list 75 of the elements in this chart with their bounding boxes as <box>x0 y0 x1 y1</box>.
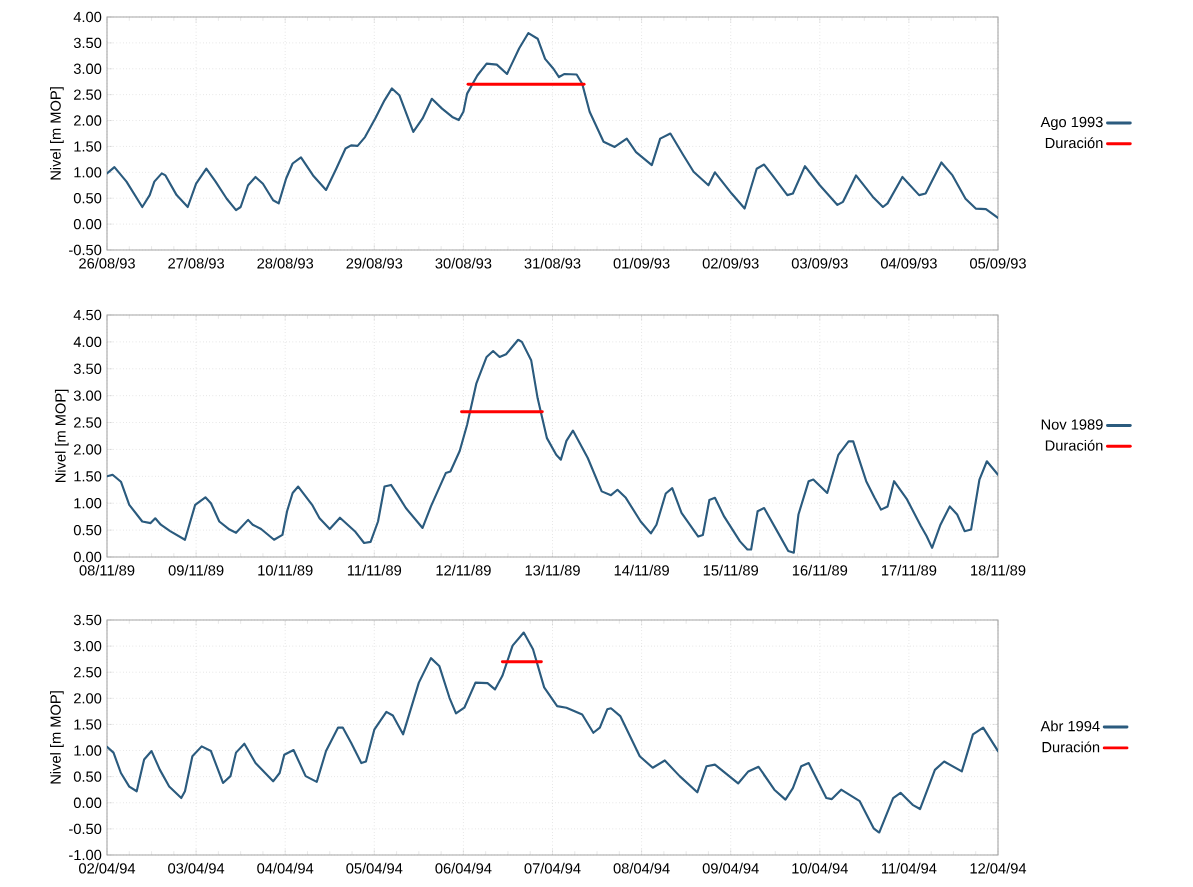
x-tick-label: 30/08/93 <box>435 257 492 269</box>
x-tick-label: 05/09/93 <box>970 257 1026 269</box>
x-tick-label: 13/11/89 <box>525 564 580 576</box>
x-tick-label: 11/11/89 <box>347 564 402 576</box>
y-tick-label: 3.50 <box>73 363 102 374</box>
x-tick-label: 26/08/93 <box>79 257 135 269</box>
y-tick-label: 2.00 <box>74 444 102 455</box>
y-tick-label: 2.00 <box>74 693 102 704</box>
y-tick-label: 1.50 <box>74 471 102 482</box>
y-tick-label: 3.50 <box>73 614 102 626</box>
y-tick-label: 4.00 <box>73 11 102 23</box>
y-tick-label: 3.50 <box>73 37 102 49</box>
x-tick-label: 08/11/89 <box>79 564 135 576</box>
x-tick-label: 09/04/94 <box>702 862 759 874</box>
y-tick-label: 4.50 <box>73 309 102 321</box>
y-tick-label: 1.50 <box>74 141 102 152</box>
x-tick-label: 15/11/89 <box>703 564 759 576</box>
y-tick-label: 1.00 <box>74 498 102 509</box>
x-tick-label: 09/11/89 <box>168 564 224 576</box>
y-tick-label: 3.00 <box>73 63 102 74</box>
y-tick-label: 3.00 <box>73 390 102 401</box>
x-tick-label: 10/04/94 <box>792 862 848 874</box>
y-tick-label: 0.50 <box>73 771 102 782</box>
x-tick-label: 31/08/93 <box>524 257 581 269</box>
y-tick-label: 2.50 <box>74 89 102 100</box>
x-tick-label: 14/11/89 <box>614 564 669 576</box>
y-tick-label: 0.50 <box>73 524 102 536</box>
y-tick-label: 3.00 <box>73 640 102 652</box>
legend-label: Abr 1994 <box>1040 720 1100 732</box>
y-tick-label: 1.00 <box>74 167 102 178</box>
x-tick-label: 27/08/93 <box>168 257 224 269</box>
legend-label: Duración <box>1045 137 1103 149</box>
x-tick-label: 08/04/94 <box>613 862 670 874</box>
y-tick-label: 1.50 <box>74 719 102 730</box>
x-tick-label: 02/04/94 <box>79 862 136 874</box>
y-tick-label: 0.00 <box>73 218 102 230</box>
x-tick-label: 03/09/93 <box>791 257 848 269</box>
y-tick-label: -0.50 <box>69 244 102 256</box>
y-tick-label: 1.00 <box>74 745 102 756</box>
x-tick-label: 29/08/93 <box>346 257 403 269</box>
x-tick-label: 18/11/89 <box>971 564 1026 576</box>
x-tick-label: 17/11/89 <box>882 564 937 576</box>
legend-label: Duración <box>1045 439 1103 451</box>
y-tick-label: 0.00 <box>73 551 102 563</box>
y-axis-title: Nivel [m MOP] <box>54 389 69 483</box>
y-axis-title: Nivel [m MOP] <box>50 691 64 784</box>
y-tick-label: 0.50 <box>73 193 102 204</box>
y-tick-label: -0.50 <box>69 823 102 835</box>
legend-label: Duración <box>1042 741 1100 753</box>
y-tick-label: 0.00 <box>73 797 102 808</box>
x-tick-label: 28/08/93 <box>257 257 314 269</box>
x-tick-label: 12/11/89 <box>436 564 491 576</box>
y-tick-label: 2.50 <box>74 417 102 428</box>
y-tick-label: 2.00 <box>74 115 102 126</box>
y-tick-label: 2.50 <box>74 667 102 678</box>
x-tick-label: 02/09/93 <box>702 257 759 269</box>
legend-label: Nov 1989 <box>1041 419 1103 430</box>
x-tick-label: 07/04/94 <box>524 862 581 874</box>
y-tick-label: -1.00 <box>69 849 102 861</box>
x-tick-label: 10/11/89 <box>258 564 313 576</box>
x-tick-label: 16/11/89 <box>792 564 848 576</box>
y-tick-label: 4.00 <box>73 336 102 348</box>
y-axis-title: Nivel [m MOP] <box>50 87 64 180</box>
line-series <box>107 338 998 554</box>
x-tick-label: 01/09/93 <box>613 257 670 269</box>
x-tick-label: 05/04/94 <box>346 862 403 874</box>
x-tick-label: 11/04/94 <box>882 862 937 874</box>
x-tick-label: 04/09/93 <box>880 257 937 269</box>
x-tick-label: 04/04/94 <box>257 862 314 874</box>
line-series <box>107 631 998 834</box>
line-series <box>107 31 998 219</box>
legend-label: Ago 1993 <box>1040 116 1103 131</box>
x-tick-label: 12/04/94 <box>970 862 1027 874</box>
x-tick-label: 03/04/94 <box>168 862 225 874</box>
x-tick-label: 06/04/94 <box>435 862 492 874</box>
